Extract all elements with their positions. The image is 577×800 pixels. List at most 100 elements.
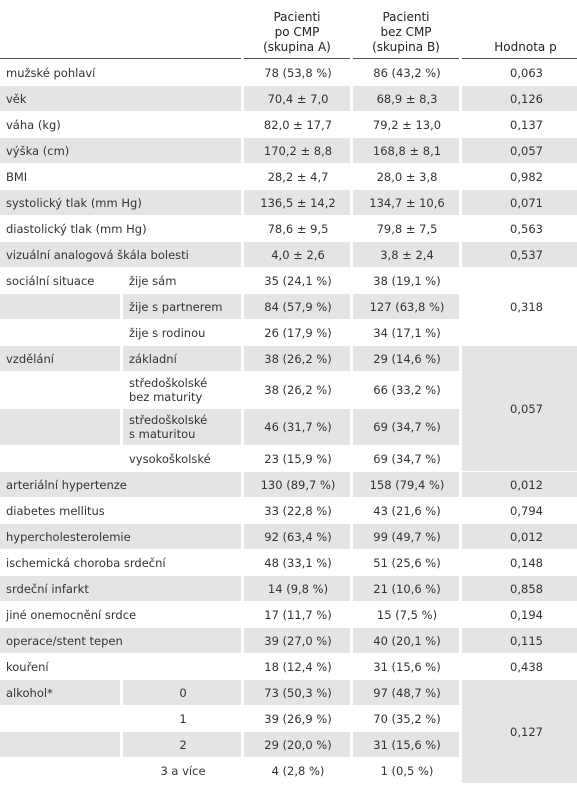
sub-label: 1 [123, 706, 241, 731]
sub-label: žije s rodinou [123, 320, 241, 345]
table-row: 3 a více 4 (2,8 %) 1 (0,5 %) [0, 758, 577, 783]
cell-b: 168,8 ± 8,1 [353, 138, 459, 163]
table-row: diastolický tlak (mm Hg) 78,6 ± 9,5 79,8 ±… [0, 216, 577, 241]
group-name: vzdělání [6, 351, 54, 366]
cell-b: 69 (34,7 %) [353, 409, 459, 445]
cell-p: 0,982 [510, 169, 543, 184]
cell-b: 127 (63,8 %) [353, 294, 459, 319]
cell-b: 69 (34,7 %) [373, 451, 441, 466]
table-row: 2 29 (20,0 %) 31 (15,6 %) [0, 732, 577, 757]
cell-p: 0,194 [510, 607, 543, 622]
cell-a: 170,2 ± 8,8 [244, 138, 350, 163]
cell-a: 130 (89,7 %) [244, 472, 350, 497]
row-label: jiné onemocnění srdce [6, 607, 137, 622]
cell-a: 35 (24,1 %) [264, 273, 332, 288]
cell-p: 0,012 [462, 472, 577, 497]
header-col-a: Pacienti po CMP (skupina A) [244, 1, 350, 59]
cell-a: 70,4 ± 7,0 [244, 86, 350, 111]
table-row: středoškolské bez maturity 38 (26,2 %) 66 (… [0, 372, 577, 408]
cell-a: 136,5 ± 14,2 [244, 190, 350, 215]
row-label: ischemická choroba srdeční [6, 555, 166, 570]
sub-label-line: 0 [179, 685, 187, 700]
row-label: diabetes mellitus [6, 503, 105, 518]
header-col-b: Pacienti bez CMP (skupina B) [353, 1, 459, 59]
table-row: operace/stent tepen 39 (27,0 %) 40 (20,1 %… [0, 628, 577, 653]
table-row: váha (kg) 82,0 ± 17,7 79,2 ± 13,0 0,137 [0, 112, 577, 137]
table-row: mužské pohlaví 78 (53,8 %) 86 (43,2 %) 0,06… [0, 60, 577, 85]
cell-a: 28,2 ± 4,7 [267, 169, 329, 184]
cell-b: 43 (21,6 %) [373, 503, 441, 518]
sub-label-line: 2 [179, 737, 187, 752]
cell-p: 0,438 [510, 659, 543, 674]
sub-label-line: středoškolské [129, 376, 208, 390]
cell-a: 29 (20,0 %) [244, 732, 350, 757]
sub-label: vysokoškolské [123, 446, 241, 471]
sub-label: základní [123, 346, 241, 371]
cell-a: 84 (57,9 %) [244, 294, 350, 319]
cell-b: 97 (48,7 %) [353, 680, 459, 705]
cell-b: 31 (15,6 %) [373, 659, 441, 674]
cell-a: 18 (12,4 %) [264, 659, 332, 674]
cell-b: 3,8 ± 2,4 [353, 242, 459, 267]
cell-b: 134,7 ± 10,6 [353, 190, 459, 215]
cell-b: 1 (0,5 %) [380, 763, 434, 778]
sub-label-line: 1 [179, 711, 187, 726]
cell-b: 70 (35,2 %) [373, 711, 441, 726]
row-label: hypercholesterolemie [0, 524, 241, 549]
sub-label-line: s maturitou [129, 427, 196, 441]
row-label: výška (cm) [0, 138, 241, 163]
table-row: diabetes mellitus 33 (22,8 %) 43 (21,6 %) 0… [0, 498, 577, 523]
cell-a: 92 (63,4 %) [244, 524, 350, 549]
row-label: kouření [6, 659, 49, 674]
table-header: Pacienti po CMP (skupina A) Pacienti bez CM… [0, 1, 577, 59]
sub-label: žije s partnerem [123, 294, 241, 319]
cell-b: 15 (7,5 %) [376, 607, 438, 622]
row-label: systolický tlak (mm Hg) [0, 190, 241, 215]
row-label: vizuální analogová škála bolesti [0, 242, 241, 267]
cell-p: 0,127 [462, 680, 577, 783]
header-line: po CMP [274, 25, 320, 39]
table-row: systolický tlak (mm Hg) 136,5 ± 14,2 134,7… [0, 190, 577, 215]
header-col-p: Hodnota p [462, 1, 577, 59]
cell-b: 51 (25,6 %) [373, 555, 441, 570]
header-empty [0, 1, 241, 59]
row-label: mužské pohlaví [6, 65, 96, 80]
sub-label-line: 3 a více [160, 763, 206, 778]
cell-a: 78,6 ± 9,5 [267, 221, 329, 236]
cell-b: 34 (17,1 %) [373, 325, 441, 340]
cell-b: 31 (15,6 %) [353, 732, 459, 757]
cell-p: 0,071 [462, 190, 577, 215]
cell-a: 73 (50,3 %) [244, 680, 350, 705]
header-line: Pacienti [382, 10, 430, 24]
group-label [0, 706, 120, 731]
group-name: sociální situace [6, 273, 95, 288]
cell-p: 0,563 [510, 221, 543, 236]
cell-p: 0,537 [462, 242, 577, 267]
table-row: sociální situace žije sám 35 (24,1 %) 38 (1… [0, 268, 577, 345]
header-row: Pacienti po CMP (skupina A) Pacienti bez CM… [0, 1, 577, 59]
group-label: vzdělání [0, 346, 120, 371]
cell-p: 0,148 [510, 555, 543, 570]
group-label [0, 446, 120, 471]
table-row: 1 39 (26,9 %) 70 (35,2 %) [0, 706, 577, 731]
cell-p: 0,137 [510, 117, 543, 132]
sub-label: žije sám [123, 268, 241, 293]
table-row: věk 70,4 ± 7,0 68,9 ± 8,3 0,126 [0, 86, 577, 111]
table-row: BMI 28,2 ± 4,7 28,0 ± 3,8 0,982 [0, 164, 577, 189]
cell-b: 29 (14,6 %) [353, 346, 459, 371]
group-label [0, 758, 120, 783]
cell-p: 0,115 [462, 628, 577, 653]
header-line: bez CMP [380, 25, 432, 39]
header-line: (skupina A) [263, 40, 331, 54]
group-label [0, 294, 120, 319]
cell-a: 4,0 ± 2,6 [244, 242, 350, 267]
cell-a: 26 (17,9 %) [264, 325, 332, 340]
row-label: váha (kg) [6, 117, 61, 132]
cell-a: 38 (26,2 %) [244, 346, 350, 371]
group-label: alkohol* [0, 680, 120, 705]
cell-b: 68,9 ± 8,3 [353, 86, 459, 111]
table-row: vysokoškolské 23 (15,9 %) 69 (34,7 %) [0, 446, 577, 471]
cell-p: 0,858 [462, 576, 577, 601]
